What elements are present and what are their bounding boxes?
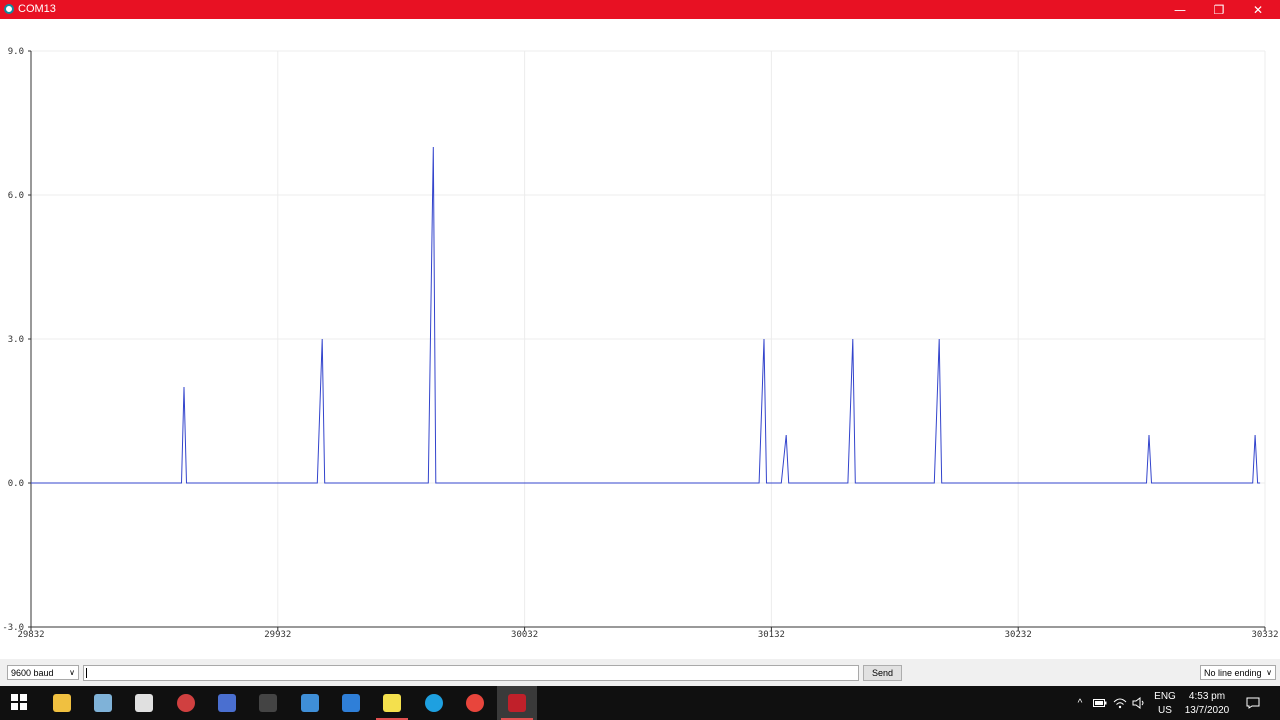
start-taskbar-button[interactable] — [0, 686, 40, 720]
tray-chevron-icon[interactable]: ^ — [1077, 697, 1083, 709]
y-tick-label: 0.0 — [8, 479, 24, 489]
clock[interactable]: 4:53 pm 13/7/2020 — [1182, 690, 1232, 718]
y-tick-label: 9.0 — [8, 47, 24, 57]
y-tick-label: -3.0 — [2, 623, 24, 633]
skype-taskbar-button[interactable] — [414, 686, 454, 720]
typora-taskbar-button[interactable] — [331, 686, 371, 720]
file-explorer-taskbar-button[interactable] — [42, 686, 82, 720]
remote-desktop-icon — [135, 694, 153, 712]
line-ending-label: No line ending — [1204, 668, 1262, 678]
notepad-icon — [94, 694, 112, 712]
sticky-notes-taskbar-button[interactable] — [372, 686, 412, 720]
x-tick-label: 30032 — [511, 630, 538, 640]
skype-icon — [425, 694, 443, 712]
app-taskbar-button[interactable] — [207, 686, 247, 720]
chrome-icon — [466, 694, 484, 712]
wifi-icon[interactable] — [1111, 686, 1129, 720]
chevron-down-icon: ∨ — [1266, 668, 1272, 677]
serial-input[interactable] — [83, 665, 859, 681]
line-ending-select[interactable]: No line ending ∨ — [1200, 665, 1276, 680]
send-button[interactable]: Send — [863, 665, 902, 681]
arduino-icon — [4, 4, 14, 14]
x-tick-label: 30132 — [758, 630, 785, 640]
media-player-taskbar-button[interactable] — [166, 686, 206, 720]
chevron-down-icon: ∨ — [69, 668, 75, 677]
x-tick-label: 30232 — [1005, 630, 1032, 640]
search-tool-icon — [301, 694, 319, 712]
plot-chart: 29832 29932 30032 30132 30232 30332 -3.0 0.0 3.0… — [2, 47, 1278, 640]
y-tick-label: 6.0 — [8, 191, 24, 201]
x-tick-label: 30332 — [1251, 630, 1278, 640]
clock-time: 4:53 pm — [1188, 691, 1226, 702]
notification-icon[interactable] — [1243, 686, 1263, 720]
search-tool-taskbar-button[interactable] — [290, 686, 330, 720]
active-indicator — [376, 718, 408, 720]
terminal-icon — [259, 694, 277, 712]
arduino-taskbar-button[interactable] — [497, 686, 537, 720]
minimize-button[interactable]: — — [1174, 2, 1186, 17]
close-button[interactable]: ✕ — [1252, 2, 1264, 17]
text-caret — [86, 668, 87, 678]
notepad-taskbar-button[interactable] — [83, 686, 123, 720]
language-indicator[interactable]: ENG US — [1152, 690, 1178, 718]
series-line — [31, 146, 1261, 484]
app-icon — [218, 694, 236, 712]
taskbar: ^ ENG US 4:53 pm 13/7/2020 — [0, 686, 1280, 720]
volume-icon[interactable] — [1130, 686, 1148, 720]
remote-desktop-taskbar-button[interactable] — [124, 686, 164, 720]
language-region: US — [1158, 705, 1172, 716]
x-tick-label: 29832 — [17, 630, 44, 640]
x-tick-label: 29932 — [264, 630, 291, 640]
file-explorer-icon — [53, 694, 71, 712]
restore-button[interactable]: ❐ — [1213, 2, 1225, 17]
sticky-notes-icon — [383, 694, 401, 712]
title-bar: COM13 — ❐ ✕ — [0, 0, 1280, 19]
chrome-taskbar-button[interactable] — [455, 686, 495, 720]
language-code: ENG — [1154, 691, 1176, 702]
baud-select[interactable]: 9600 baud ∨ — [7, 665, 79, 680]
typora-icon — [342, 694, 360, 712]
start-icon — [11, 694, 29, 712]
media-player-icon — [177, 694, 195, 712]
y-tick-label: 3.0 — [8, 335, 24, 345]
active-indicator — [501, 718, 533, 720]
battery-icon[interactable] — [1091, 686, 1109, 720]
serial-plotter: 29832 29932 30032 30132 30232 30332 -3.0 0.0 3.0… — [0, 19, 1280, 659]
terminal-taskbar-button[interactable] — [248, 686, 288, 720]
baud-label: 9600 baud — [11, 668, 54, 678]
arduino-icon — [508, 694, 526, 712]
window-title: COM13 — [18, 3, 56, 15]
clock-date: 13/7/2020 — [1184, 705, 1230, 716]
bottom-bar: 9600 baud ∨ Send No line ending ∨ — [0, 659, 1280, 686]
